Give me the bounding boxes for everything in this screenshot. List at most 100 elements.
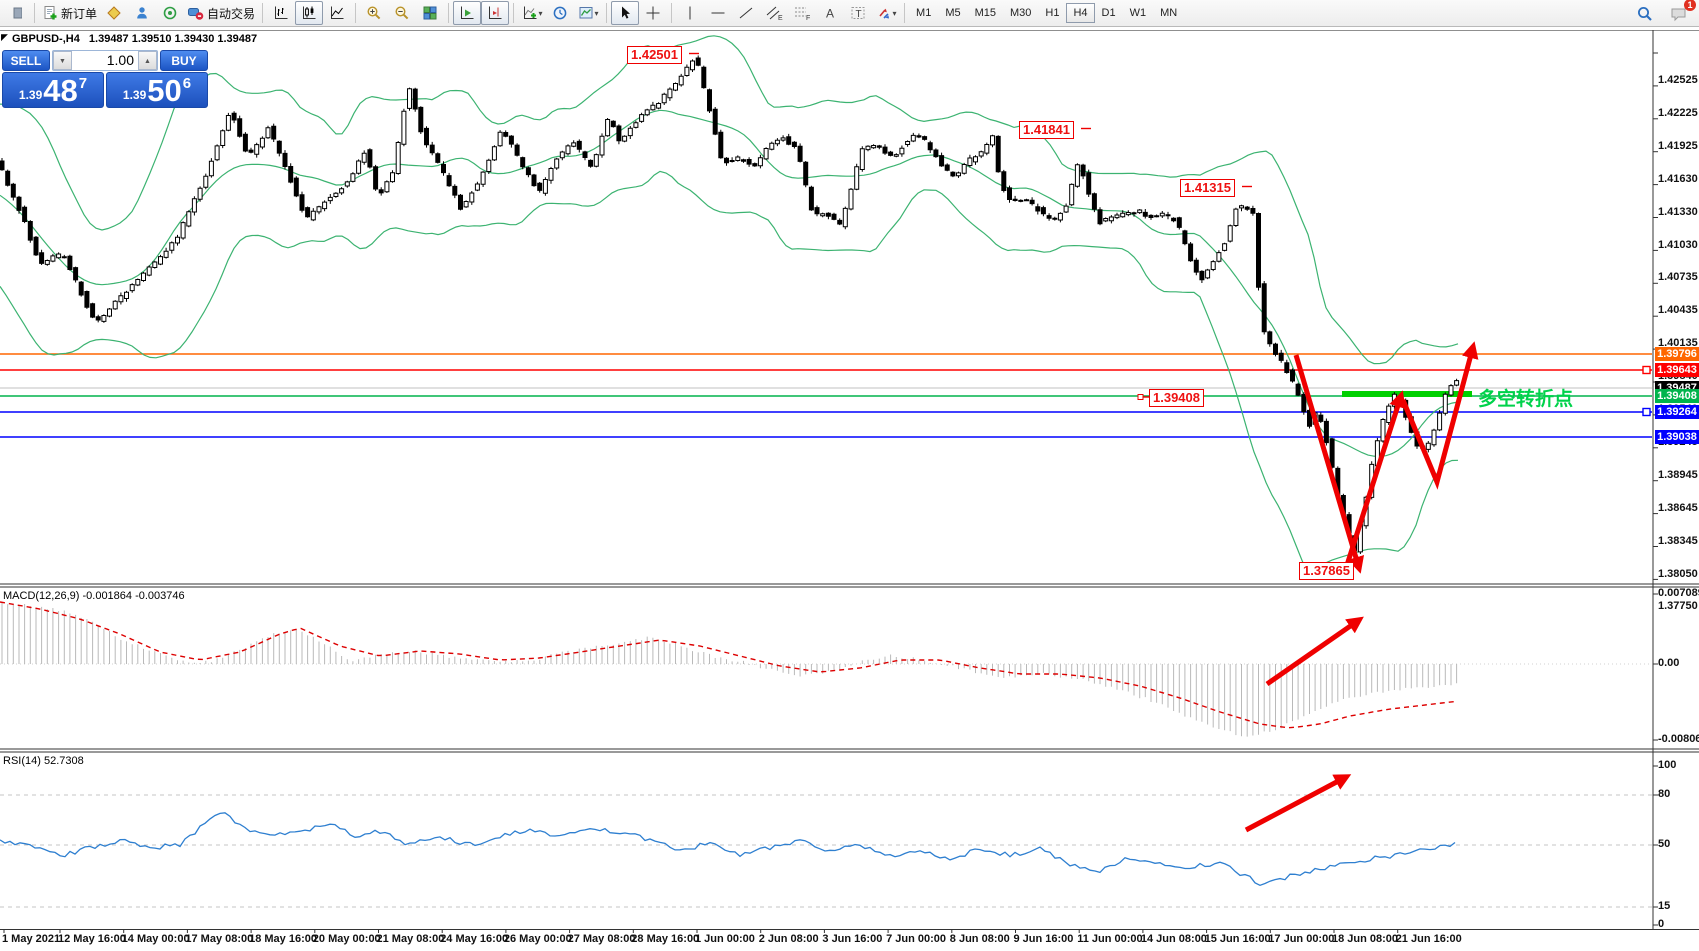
svg-text:T: T: [856, 9, 862, 20]
toolbar-separator: [513, 3, 515, 23]
horizontal-line-button[interactable]: [704, 1, 732, 25]
new-order-label: 新订单: [61, 6, 98, 21]
line-chart-button[interactable]: [323, 1, 351, 25]
time-tick: 12 May 16:00: [58, 933, 126, 945]
price-annotation[interactable]: 1.39408: [1149, 389, 1204, 407]
indicators-button[interactable]: ▾: [518, 1, 546, 25]
fibonacci-button[interactable]: F: [788, 1, 816, 25]
channel-button[interactable]: E: [760, 1, 788, 25]
time-tick: 7 Jun 00:00: [886, 933, 947, 945]
time-tick: 15 Jun 16:00: [1204, 933, 1271, 945]
turning-point-note[interactable]: 多空转折点: [1478, 388, 1574, 410]
price-annotation[interactable]: 1.41315: [1180, 179, 1235, 197]
time-tick: 2 Jun 08:00: [758, 933, 819, 945]
time-tick: 18 Jun 08:00: [1332, 933, 1399, 945]
toolbar-separator: [262, 3, 264, 23]
bar-chart-button[interactable]: [267, 1, 295, 25]
price-annotation[interactable]: 1.37865: [1299, 562, 1354, 580]
price-annotation[interactable]: 1.42501: [627, 46, 682, 64]
timeframe-M15[interactable]: M15: [974, 7, 996, 19]
equidistant-channel-icon: E: [766, 6, 783, 21]
rsi-axis-tick: 15: [1658, 900, 1671, 912]
time-tick: 1 Jun 00:00: [695, 933, 755, 945]
time-tick: 28 May 16:00: [631, 933, 700, 945]
time-tick: 21 Jun 16:00: [1395, 933, 1462, 945]
timeframe-M5[interactable]: M5: [945, 7, 961, 19]
community-button[interactable]: [128, 1, 156, 25]
buy-price-sup: 6: [182, 75, 192, 92]
shapes-caret-icon[interactable]: ▾: [892, 8, 897, 18]
sell-price-sup: 7: [78, 75, 88, 92]
time-tick: 11 Jun 00:00: [1077, 933, 1143, 945]
candlestick-chart-icon: [303, 6, 316, 19]
trendline-button[interactable]: [732, 1, 760, 25]
time-tick: 9 Jun 16:00: [1013, 933, 1074, 945]
timeframe-H1[interactable]: H1: [1045, 7, 1060, 19]
volume-decrease-button[interactable]: ▼: [53, 51, 72, 70]
text-icon: A: [826, 7, 834, 21]
periods-clock-button[interactable]: [546, 1, 574, 25]
text-label-icon: T: [851, 7, 865, 20]
sell-price-big: 48: [43, 73, 78, 108]
bar-chart-icon: [275, 6, 288, 19]
templates-button[interactable]: ▾: [574, 1, 602, 25]
time-tick: 8 Jun 08:00: [949, 933, 1010, 945]
volume-value[interactable]: 1.00: [72, 51, 138, 70]
price-tick: 1.40435: [1658, 304, 1698, 317]
crosshair-button[interactable]: [639, 1, 667, 25]
signals-button[interactable]: [156, 1, 184, 25]
timeframe-MN[interactable]: MN: [1160, 7, 1178, 19]
price-annotation[interactable]: 1.41841: [1019, 121, 1074, 139]
signals-icon: [163, 6, 177, 20]
autotrade-label: 自动交易: [207, 6, 256, 21]
horizontal-line-icon: [711, 12, 725, 14]
sell-button[interactable]: SELL: [2, 50, 50, 71]
rsi-axis-tick: 100: [1658, 759, 1677, 771]
volume-stepper: ▼ 1.00 ▲: [52, 50, 158, 71]
zoom-out-icon: [395, 6, 409, 20]
toolbar-separator: [34, 3, 35, 23]
arrows-shapes-icon: [878, 8, 889, 19]
timeframe-M1[interactable]: M1: [916, 7, 932, 19]
templates-caret-icon[interactable]: ▾: [594, 8, 599, 18]
chart-mini-icon: ◤: [1, 32, 8, 42]
notifications-button[interactable]: 1: [1665, 0, 1696, 26]
timeframe-W1[interactable]: W1: [1129, 7, 1147, 19]
time-tick: 26 May 00:00: [503, 933, 572, 945]
price-level-badge: 1.39264: [1655, 405, 1699, 419]
arrows-shapes-button[interactable]: ▾: [872, 1, 900, 25]
price-tick: 1.41925: [1658, 139, 1698, 152]
metaeditor-button[interactable]: [100, 1, 128, 25]
zoom-out-button[interactable]: [388, 1, 416, 25]
chart-canvas[interactable]: [0, 28, 1699, 951]
sell-price-small: 1.39: [18, 88, 43, 102]
indicators-caret-icon[interactable]: ▾: [538, 8, 543, 18]
timeframe-M30[interactable]: M30: [1010, 7, 1032, 19]
timeframe-H4[interactable]: H4: [1066, 3, 1095, 23]
volume-increase-button[interactable]: ▲: [138, 51, 157, 70]
time-tick: 20 May 00:00: [312, 933, 381, 945]
autoscroll-button[interactable]: [453, 1, 482, 25]
new-order-button[interactable]: 新订单: [39, 1, 100, 25]
price-tick: 1.41630: [1658, 172, 1698, 185]
toolbar-separator: [355, 3, 357, 23]
timeframe-D1[interactable]: D1: [1101, 7, 1116, 19]
vertical-line-button[interactable]: [676, 1, 704, 25]
cursor-button[interactable]: [611, 1, 640, 25]
time-tick: 17 Jun 00:00: [1268, 933, 1335, 945]
autotrade-button[interactable]: 自动交易: [184, 1, 258, 25]
buy-price[interactable]: 1.39 50 6: [106, 72, 208, 108]
rsi-label: RSI(14): [3, 755, 41, 767]
search-button[interactable]: [1631, 2, 1659, 26]
zoom-in-button[interactable]: [360, 1, 388, 25]
price-tick: 1.38345: [1658, 534, 1698, 547]
tile-windows-icon: [423, 6, 437, 20]
tile-windows-button[interactable]: [416, 1, 444, 25]
buy-button[interactable]: BUY: [160, 50, 208, 71]
macd-label: MACD(12,26,9): [3, 590, 80, 602]
candlestick-chart-button[interactable]: [295, 1, 324, 25]
chart-shift-button[interactable]: [481, 1, 510, 25]
sell-price[interactable]: 1.39 48 7: [2, 72, 104, 108]
text-label-button[interactable]: T: [844, 1, 872, 25]
text-button[interactable]: A: [816, 1, 844, 25]
